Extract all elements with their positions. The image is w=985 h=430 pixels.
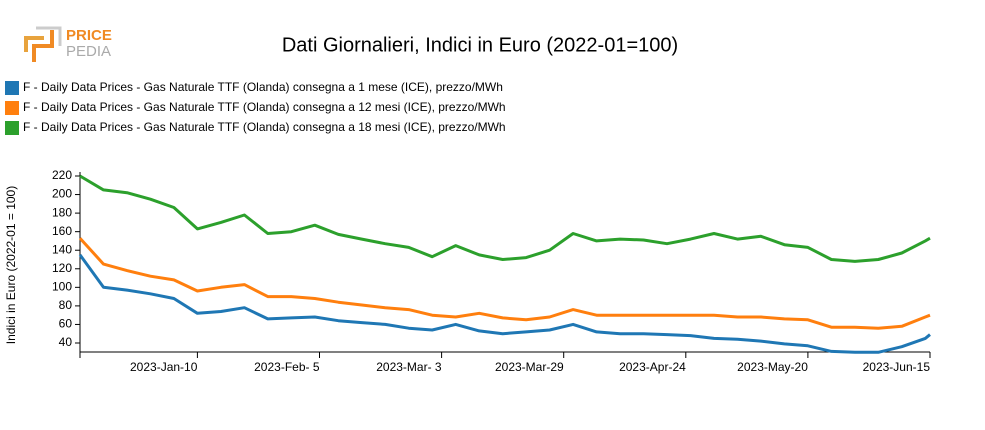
legend-label: F - Daily Data Prices - Gas Naturale TTF… <box>23 120 506 134</box>
series-line <box>78 237 931 330</box>
logo-mark <box>24 36 44 52</box>
legend-swatch <box>5 121 19 135</box>
y-tick-label: 200 <box>52 187 72 201</box>
series-line <box>78 254 931 354</box>
legend-label: F - Daily Data Prices - Gas Naturale TTF… <box>23 100 506 114</box>
y-tick-label: 160 <box>52 224 72 238</box>
y-tick-label: 60 <box>59 317 73 331</box>
logo-text: PRICE <box>66 27 112 44</box>
x-tick-label: 2023-Mar- 3 <box>376 360 442 374</box>
y-tick-label: 120 <box>52 261 72 275</box>
x-tick-label: 2023-Jan-10 <box>130 360 198 374</box>
logo-mark <box>32 30 54 62</box>
y-tick-label: 140 <box>52 242 72 256</box>
logo: PRICE PEDIA <box>24 26 112 62</box>
x-tick-label: 2023-Apr-24 <box>619 360 686 374</box>
y-tick-label: 180 <box>52 205 72 219</box>
y-tick-label: 100 <box>52 280 72 294</box>
x-tick-label: 2023-Feb- 5 <box>254 360 320 374</box>
x-tick-label: 2023-May-20 <box>737 360 808 374</box>
series-line <box>79 174 931 263</box>
y-axis-label: Indici in Euro (2022-01 = 100) <box>4 186 18 344</box>
logo-text: PEDIA <box>66 43 111 60</box>
y-tick-label: 80 <box>59 298 73 312</box>
logo-mark <box>36 26 62 46</box>
chart-title: Dati Giornalieri, Indici in Euro (2022-0… <box>282 34 678 56</box>
y-tick-label: 40 <box>59 335 73 349</box>
legend-swatch <box>5 101 19 115</box>
legend-label: F - Daily Data Prices - Gas Naturale TTF… <box>23 80 503 94</box>
legend-swatch <box>5 81 19 95</box>
x-tick-label: 2023-Mar-29 <box>495 360 564 374</box>
x-tick-label: 2023-Jun-15 <box>863 360 931 374</box>
y-tick-label: 220 <box>52 168 72 182</box>
